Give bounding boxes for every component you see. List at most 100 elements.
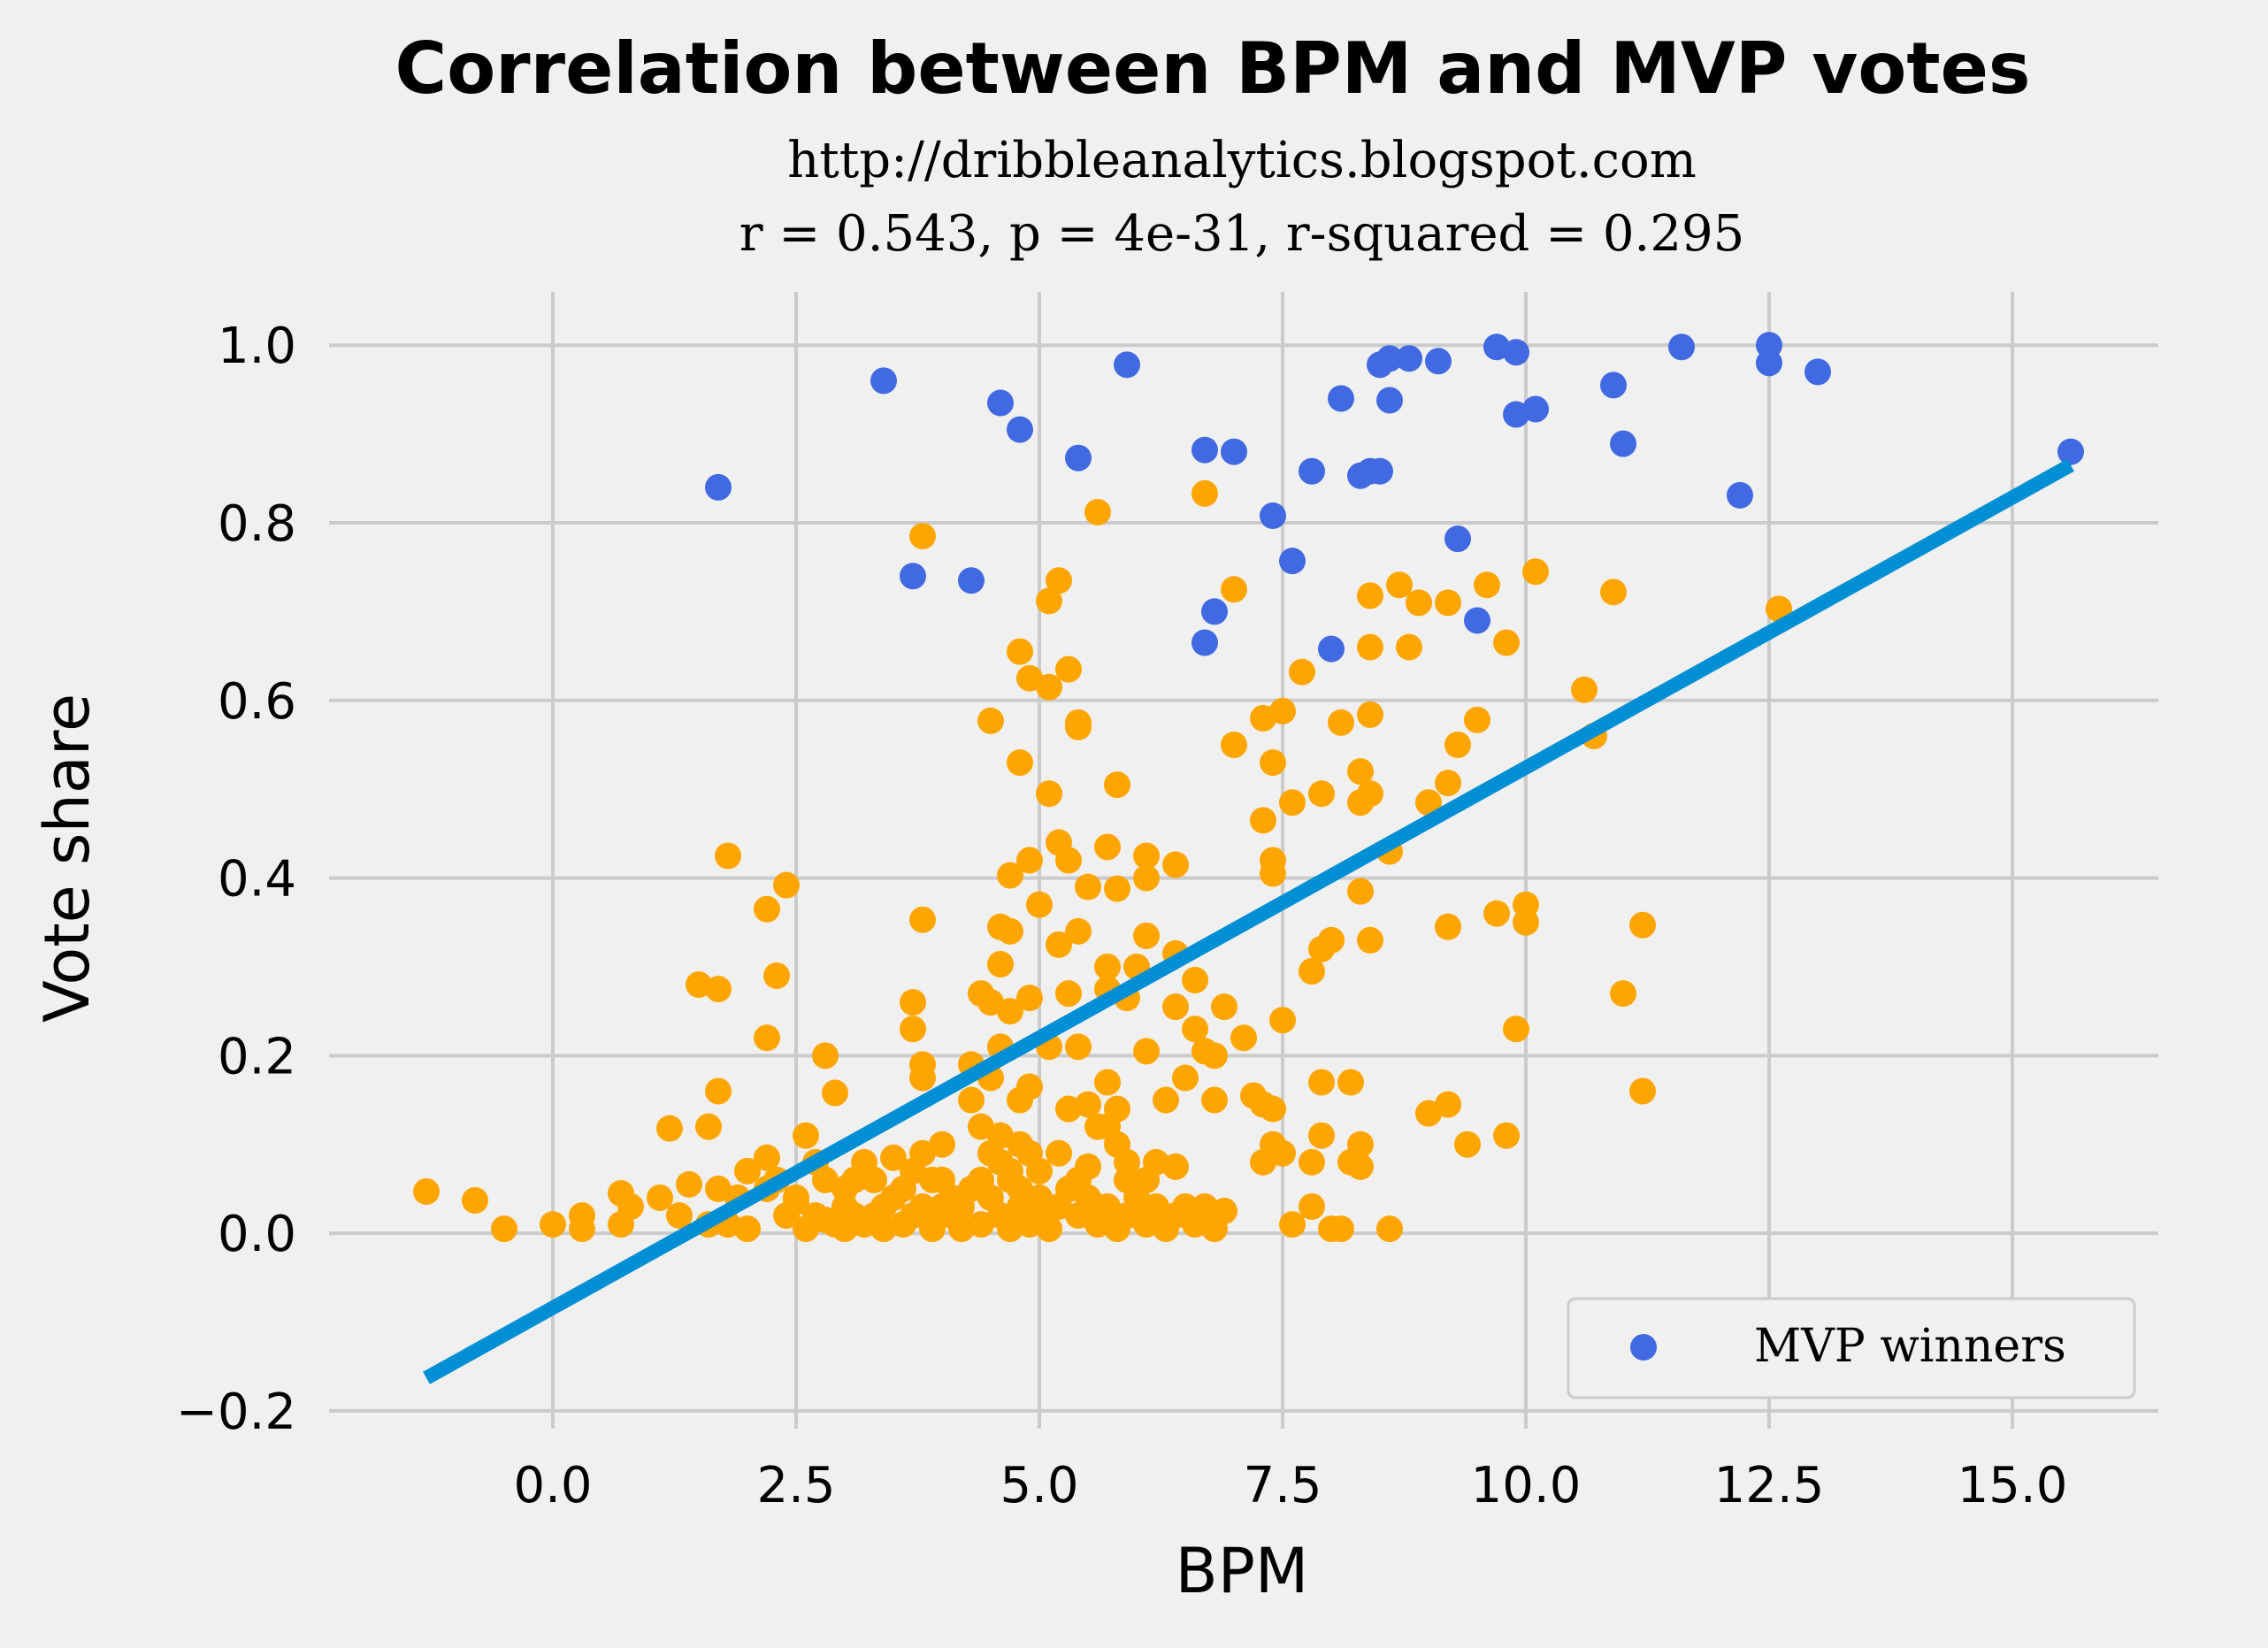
other-player-point	[1026, 891, 1053, 918]
other-player-point	[1328, 1215, 1354, 1243]
other-player-point	[1299, 1193, 1325, 1221]
mvp-winner-point	[1299, 457, 1325, 485]
other-player-point	[1133, 842, 1160, 870]
other-player-point	[1260, 860, 1286, 887]
mvp-winner-point	[958, 567, 985, 594]
other-player-point	[793, 1122, 819, 1149]
other-player-point	[1065, 917, 1092, 945]
other-player-point	[1182, 967, 1208, 994]
other-player-point	[491, 1215, 517, 1243]
other-player-point	[676, 1170, 702, 1198]
other-player-point	[812, 1207, 839, 1234]
other-player-point	[1036, 1215, 1062, 1243]
other-player-point	[1250, 807, 1276, 834]
other-player-point	[851, 1211, 877, 1238]
other-player-point	[1415, 789, 1442, 816]
other-player-point	[773, 871, 800, 899]
other-player-point	[997, 998, 1023, 1025]
mvp-winner-point	[870, 367, 897, 395]
other-player-point	[1347, 878, 1374, 905]
mvp-winner-point	[1007, 416, 1033, 443]
mvp-winner-point	[987, 389, 1014, 417]
other-player-point	[1571, 676, 1598, 703]
other-player-point	[987, 950, 1014, 977]
other-player-point	[1211, 1198, 1237, 1225]
other-player-point	[734, 1157, 761, 1184]
other-player-point	[1279, 1211, 1306, 1238]
data-points	[413, 332, 2084, 1243]
other-player-point	[997, 862, 1023, 889]
other-player-point	[656, 1115, 683, 1142]
mvp-winner-point	[1503, 339, 1529, 366]
other-player-point	[1075, 1153, 1101, 1180]
other-player-point	[822, 1079, 848, 1107]
other-player-point	[1357, 582, 1383, 609]
other-player-point	[1055, 655, 1082, 683]
x-tick-label: 12.5	[1714, 1457, 1825, 1514]
other-player-point	[1162, 1153, 1189, 1180]
fit-line-layer	[423, 458, 2074, 1384]
other-player-point	[1133, 864, 1160, 892]
regression-line	[423, 458, 2074, 1384]
other-player-point	[1376, 1215, 1403, 1243]
other-player-point	[1347, 758, 1374, 786]
mvp-winner-point	[1376, 387, 1403, 414]
other-player-point	[1435, 770, 1461, 797]
other-player-point	[1269, 697, 1296, 724]
other-player-point	[1133, 1038, 1160, 1065]
y-tick-label: 0.4	[218, 851, 296, 908]
other-player-point	[1007, 638, 1033, 665]
other-player-point	[1406, 589, 1432, 617]
mvp-winner-point	[1727, 481, 1753, 509]
other-player-point	[1084, 498, 1111, 525]
chart-title: Correlation between BPM and MVP votes	[395, 27, 2030, 110]
other-player-point	[1104, 771, 1130, 799]
mvp-winner-point	[1201, 598, 1228, 625]
other-player-point	[754, 1024, 780, 1052]
other-player-point	[861, 1166, 887, 1193]
other-player-point	[1483, 900, 1510, 927]
mvp-winner-point	[1396, 345, 1422, 372]
mvp-winner-point	[1600, 372, 1627, 399]
legend-box	[1567, 1297, 2136, 1399]
other-player-point	[1337, 1069, 1364, 1096]
other-player-point	[1435, 913, 1461, 940]
legend-marker-mvp-winners	[1630, 1334, 1657, 1361]
mvp-winner-point	[1610, 430, 1636, 457]
other-player-point	[1454, 1131, 1481, 1158]
other-player-point	[1055, 980, 1082, 1008]
other-player-point	[754, 1144, 780, 1171]
other-player-point	[705, 1077, 732, 1105]
other-player-point	[1629, 911, 1656, 939]
other-player-point	[1065, 713, 1092, 740]
legend-label-mvp-winners: MVP winners	[1754, 1320, 2066, 1373]
x-tick-label: 10.0	[1471, 1457, 1582, 1514]
other-player-point	[1269, 1139, 1296, 1167]
other-player-point	[1007, 749, 1033, 777]
mvp-winner-point	[1191, 436, 1218, 464]
y-axis-label: Vote share	[31, 694, 103, 1023]
other-player-point	[666, 1202, 693, 1230]
other-player-point	[1493, 1122, 1520, 1149]
other-player-point	[997, 1157, 1023, 1184]
other-player-point	[1094, 953, 1121, 980]
other-player-point	[1444, 731, 1471, 758]
other-player-point	[1201, 1086, 1228, 1114]
mvp-winner-point	[705, 473, 732, 501]
other-player-point	[1347, 1131, 1374, 1158]
other-player-point	[1610, 980, 1636, 1008]
other-player-point	[1260, 749, 1286, 777]
mvp-winner-point	[1114, 351, 1140, 379]
other-player-point	[1357, 701, 1383, 728]
x-tick-label: 2.5	[756, 1457, 835, 1514]
mvp-winner-point	[1756, 349, 1782, 377]
mvp-winner-point	[1260, 502, 1286, 529]
other-player-point	[569, 1215, 595, 1243]
other-player-point	[1347, 1153, 1374, 1180]
y-tick-label: 0.2	[218, 1028, 296, 1085]
other-player-point	[1357, 633, 1383, 661]
mvp-winner-point	[1065, 444, 1092, 471]
other-player-point	[1133, 1166, 1160, 1193]
mvp-winner-point	[1191, 629, 1218, 656]
